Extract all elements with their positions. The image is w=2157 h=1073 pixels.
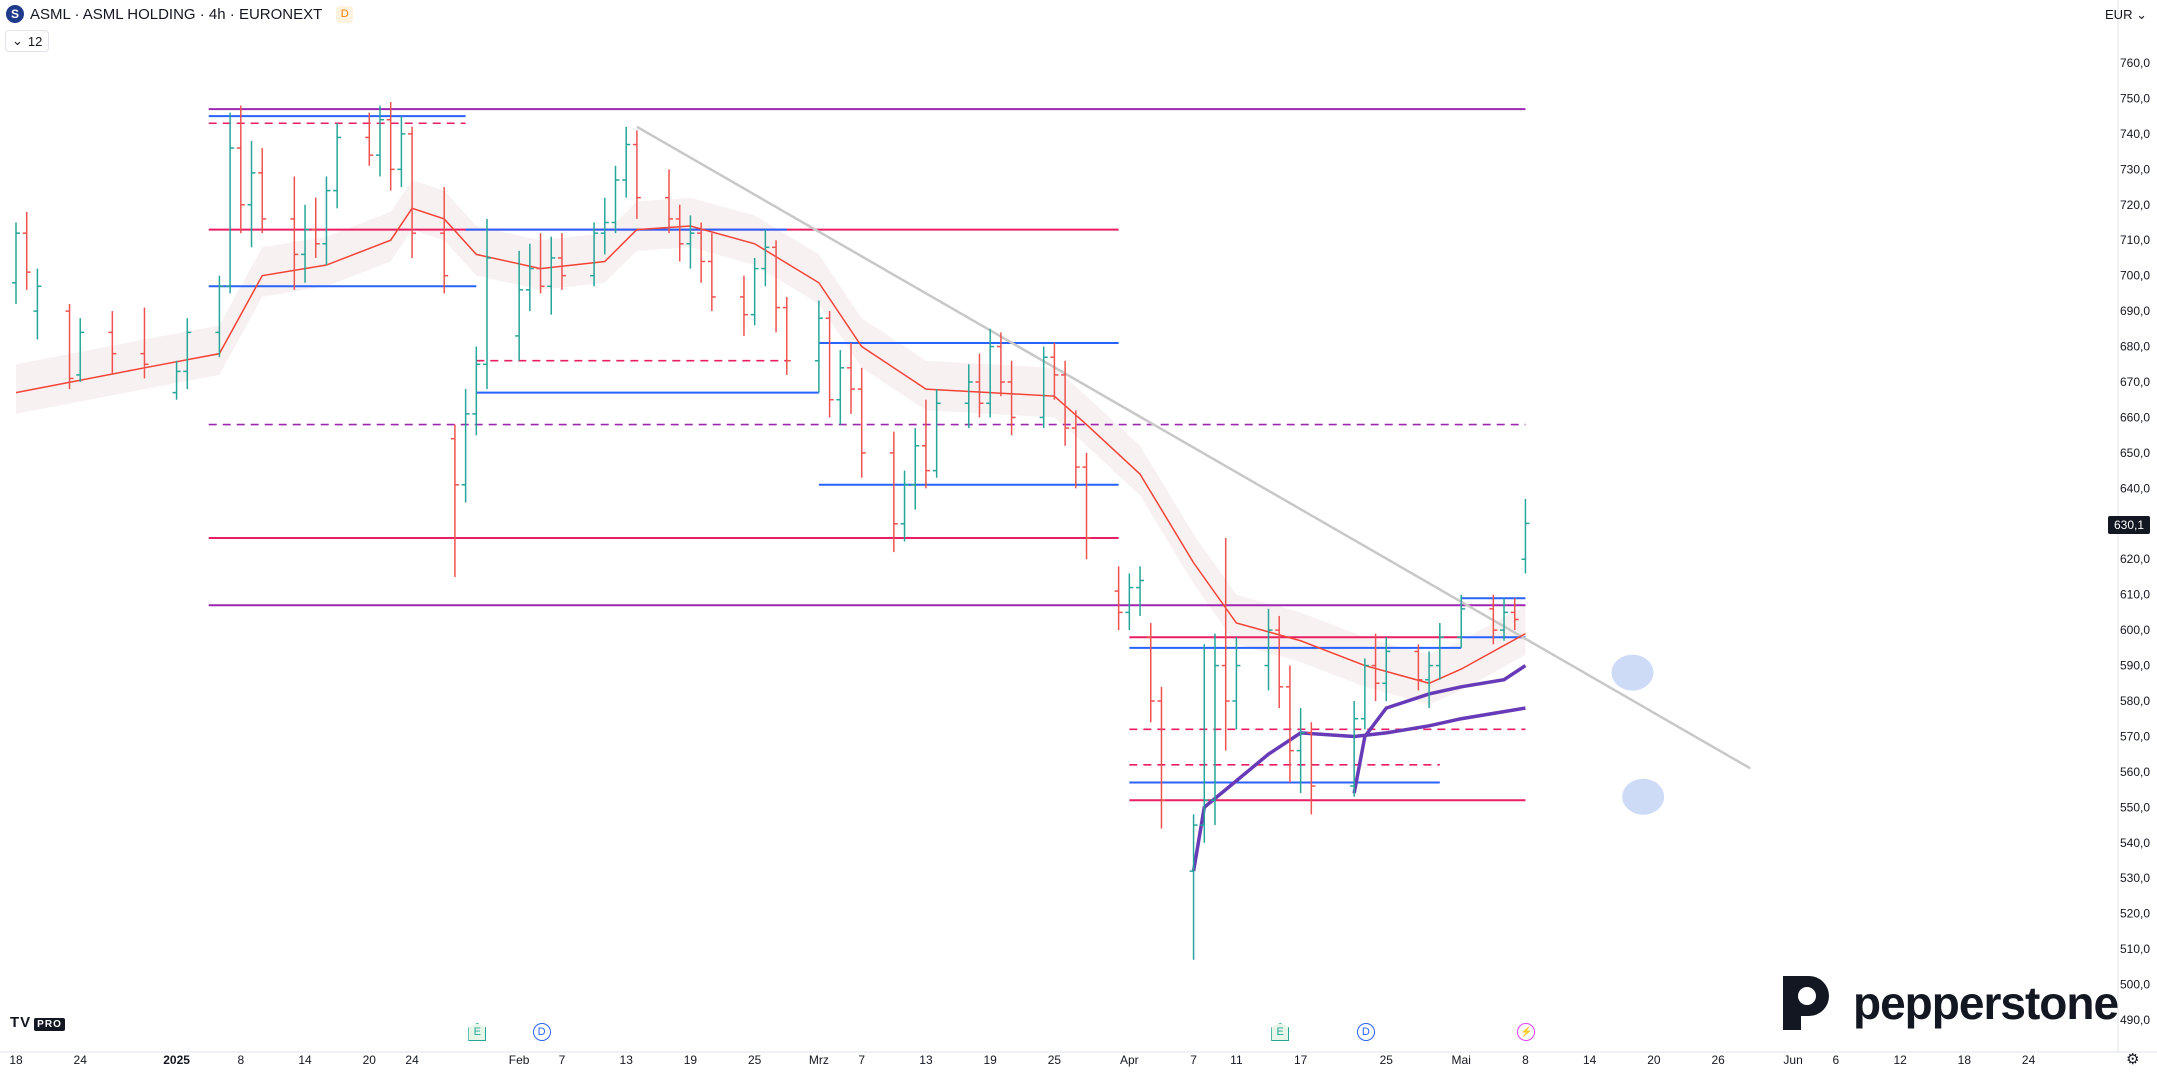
x-tick-label: Apr bbox=[1120, 1053, 1139, 1067]
x-tick-label: 25 bbox=[1048, 1053, 1062, 1067]
x-tick-label: 25 bbox=[1380, 1053, 1394, 1067]
chevron-down-icon: ⌄ bbox=[2136, 7, 2147, 22]
last-price-label: 630,1 bbox=[2108, 516, 2150, 534]
delay-badge: D bbox=[336, 5, 354, 23]
symbol-title[interactable]: ASML · ASML HOLDING · 4h · EURONEXT bbox=[30, 5, 323, 23]
x-tick-label: 20 bbox=[1647, 1053, 1661, 1067]
pepperstone-logo: pepperstone bbox=[1773, 970, 2119, 1036]
tradingview-logo[interactable]: TV PRO bbox=[10, 1014, 65, 1031]
y-tick-label: 520,0 bbox=[2120, 907, 2150, 921]
earnings-event-icon[interactable]: E bbox=[1271, 1023, 1290, 1041]
y-tick-label: 670,0 bbox=[2120, 375, 2150, 389]
y-tick-label: 600,0 bbox=[2120, 623, 2150, 637]
trendline bbox=[636, 125, 1751, 770]
y-tick-label: 570,0 bbox=[2120, 729, 2150, 743]
tv-pro-badge: PRO bbox=[34, 1018, 65, 1031]
currency-label: EUR bbox=[2105, 7, 2133, 22]
x-tick-label: 8 bbox=[1522, 1053, 1529, 1067]
x-tick-label: 24 bbox=[405, 1053, 419, 1067]
x-tick-label: 13 bbox=[620, 1053, 634, 1067]
x-tick-label: 20 bbox=[363, 1053, 377, 1067]
x-tick-label: 7 bbox=[858, 1053, 865, 1067]
y-tick-label: 560,0 bbox=[2120, 765, 2150, 779]
x-tick-label: 7 bbox=[1190, 1053, 1197, 1067]
x-tick-label: 26 bbox=[1711, 1053, 1725, 1067]
y-tick-label: 510,0 bbox=[2120, 942, 2150, 956]
x-tick-label: 14 bbox=[298, 1053, 312, 1067]
x-tick-label: 24 bbox=[2022, 1053, 2036, 1067]
symbol-header[interactable]: S ASML · ASML HOLDING · 4h · EURONEXT D bbox=[6, 5, 354, 23]
y-tick-label: 690,0 bbox=[2120, 304, 2150, 318]
flash-event-icon[interactable]: ⚡ bbox=[1517, 1023, 1536, 1041]
x-tick-label: Mai bbox=[1452, 1053, 1471, 1067]
x-tick-label: Feb bbox=[509, 1053, 530, 1067]
y-tick-label: 500,0 bbox=[2120, 978, 2150, 992]
x-tick-label: 17 bbox=[1294, 1053, 1308, 1067]
y-tick-label: 490,0 bbox=[2120, 1013, 2150, 1027]
dividend-event-icon[interactable]: D bbox=[1356, 1023, 1375, 1041]
y-tick-label: 610,0 bbox=[2120, 588, 2150, 602]
x-tick-label: Jun bbox=[1783, 1053, 1802, 1067]
y-tick-label: 720,0 bbox=[2120, 198, 2150, 212]
chevron-down-icon: ⌄ bbox=[12, 33, 23, 48]
indicators-toggle[interactable]: ⌄ 12 bbox=[5, 30, 50, 52]
currency-selector[interactable]: EUR ⌄ bbox=[2105, 7, 2147, 23]
x-tick-label: 8 bbox=[237, 1053, 244, 1067]
y-tick-label: 730,0 bbox=[2120, 162, 2150, 176]
y-tick-label: 580,0 bbox=[2120, 694, 2150, 708]
x-tick-label: 19 bbox=[983, 1053, 997, 1067]
ma-cloud-band bbox=[16, 179, 1526, 705]
x-tick-label: 14 bbox=[1583, 1053, 1597, 1067]
y-tick-label: 660,0 bbox=[2120, 410, 2150, 424]
x-tick-label: 18 bbox=[1958, 1053, 1972, 1067]
target-marker-0 bbox=[1611, 654, 1654, 691]
earnings-event-icon[interactable]: E bbox=[468, 1023, 487, 1041]
pepperstone-logo-icon bbox=[1783, 976, 1829, 1030]
y-tick-label: 710,0 bbox=[2120, 233, 2150, 247]
y-tick-label: 750,0 bbox=[2120, 91, 2150, 105]
y-tick-label: 680,0 bbox=[2120, 340, 2150, 354]
x-tick-label: 2025 bbox=[163, 1053, 190, 1067]
y-tick-label: 550,0 bbox=[2120, 800, 2150, 814]
x-tick-label: 24 bbox=[74, 1053, 88, 1067]
x-tick-label: Mrz bbox=[809, 1053, 829, 1067]
x-tick-label: 19 bbox=[684, 1053, 698, 1067]
y-tick-label: 640,0 bbox=[2120, 481, 2150, 495]
settings-gear-icon[interactable]: ⚙ bbox=[2126, 1051, 2140, 1068]
y-tick-label: 760,0 bbox=[2120, 56, 2150, 70]
x-tick-label: 7 bbox=[559, 1053, 566, 1067]
dividend-event-icon[interactable]: D bbox=[532, 1023, 551, 1041]
x-tick-label: 25 bbox=[748, 1053, 762, 1067]
x-tick-label: 11 bbox=[1230, 1053, 1243, 1067]
y-tick-label: 540,0 bbox=[2120, 836, 2150, 850]
y-tick-label: 650,0 bbox=[2120, 446, 2150, 460]
symbol-logo-icon: S bbox=[6, 5, 24, 23]
x-tick-label: 13 bbox=[919, 1053, 933, 1067]
pepperstone-wordmark: pepperstone bbox=[1853, 977, 2119, 1029]
x-tick-label: 18 bbox=[9, 1053, 23, 1067]
tv-logo-text: TV bbox=[10, 1014, 32, 1031]
target-marker-1 bbox=[1622, 778, 1665, 815]
y-tick-label: 590,0 bbox=[2120, 659, 2150, 673]
x-tick-label: 12 bbox=[1893, 1053, 1907, 1067]
y-tick-label: 740,0 bbox=[2120, 127, 2150, 141]
indicator-count: 12 bbox=[27, 33, 43, 49]
y-tick-label: 700,0 bbox=[2120, 269, 2150, 283]
x-tick-label: 6 bbox=[1833, 1053, 1840, 1067]
y-tick-label: 620,0 bbox=[2120, 552, 2150, 566]
anchored-vwap-1 bbox=[1191, 706, 1526, 872]
y-tick-label: 530,0 bbox=[2120, 871, 2150, 885]
